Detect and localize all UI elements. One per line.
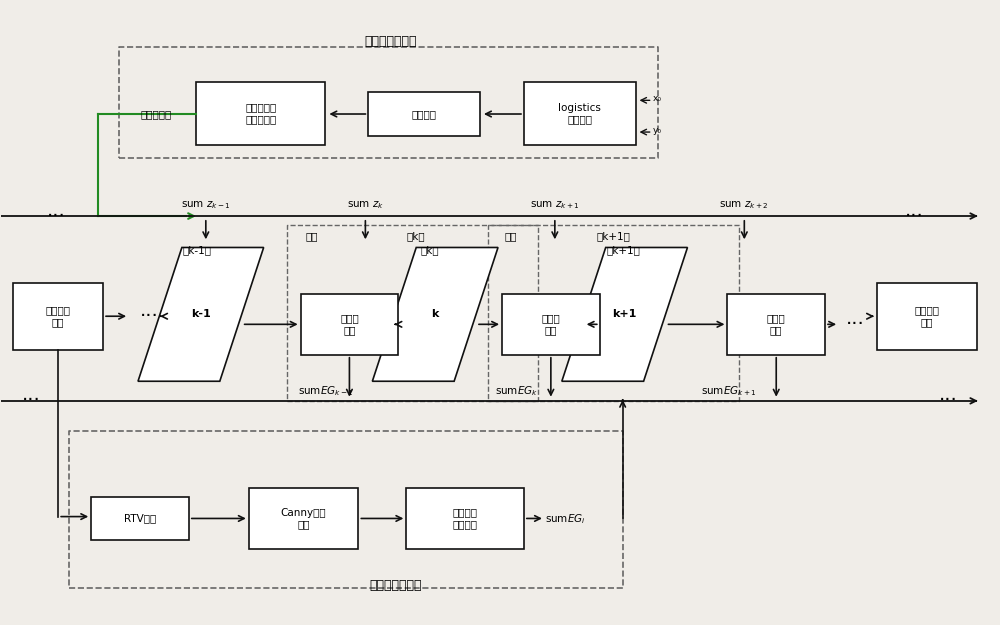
Text: 加密: 加密 — [306, 231, 318, 241]
Polygon shape — [138, 248, 264, 381]
Text: 特征值提取模块: 特征值提取模块 — [369, 579, 422, 591]
Bar — [727, 294, 825, 355]
Text: ···: ··· — [47, 206, 66, 226]
Text: sum $z_{k+1}$: sum $z_{k+1}$ — [530, 199, 580, 211]
Text: 第k+1帧: 第k+1帧 — [607, 245, 641, 255]
Bar — [368, 92, 480, 136]
Text: k: k — [431, 309, 439, 319]
Text: sum$EG_{k+1}$: sum$EG_{k+1}$ — [701, 384, 757, 398]
Text: k-1: k-1 — [191, 309, 211, 319]
Bar — [502, 294, 600, 355]
Text: 输出密钥流: 输出密钥流 — [140, 109, 172, 119]
Bar — [524, 82, 636, 144]
Text: logistics
混沌系统: logistics 混沌系统 — [558, 102, 601, 124]
Bar — [877, 282, 977, 350]
Bar — [13, 282, 103, 350]
Text: 超混沌
系统: 超混沌 系统 — [541, 314, 560, 335]
Text: sum$EG_i$: sum$EG_i$ — [545, 512, 586, 526]
Text: ···: ··· — [22, 391, 41, 411]
Text: 加密: 加密 — [505, 231, 517, 241]
Polygon shape — [372, 248, 498, 381]
Bar — [301, 294, 398, 355]
Polygon shape — [562, 248, 687, 381]
Text: sum $z_k$: sum $z_k$ — [347, 199, 384, 211]
Text: sum $z_{k+2}$: sum $z_{k+2}$ — [719, 199, 769, 211]
Text: k+1: k+1 — [612, 309, 637, 319]
Text: 加密视频
输出: 加密视频 输出 — [914, 306, 939, 327]
Bar — [196, 82, 325, 144]
Text: 密钥流产生模块: 密钥流产生模块 — [364, 36, 417, 48]
Text: RTV平滑: RTV平滑 — [124, 514, 156, 524]
Text: sum$EG_{k-1}$: sum$EG_{k-1}$ — [298, 384, 353, 398]
Text: ···: ··· — [904, 206, 923, 226]
Text: 第k帧: 第k帧 — [421, 245, 440, 255]
Text: 超混沌
系统: 超混沌 系统 — [767, 314, 786, 335]
Text: 分别截取有
效位并求和: 分别截取有 效位并求和 — [245, 102, 276, 124]
Text: Canny边缘
检测: Canny边缘 检测 — [281, 508, 326, 529]
Bar — [249, 488, 358, 549]
Text: 第k+1帧: 第k+1帧 — [597, 231, 631, 241]
Text: y₀: y₀ — [653, 126, 662, 135]
Text: sum $z_{k-1}$: sum $z_{k-1}$ — [181, 199, 231, 211]
Text: ···: ··· — [846, 315, 864, 334]
Text: x₀: x₀ — [653, 94, 662, 103]
Text: ···: ··· — [939, 391, 958, 411]
Text: 边缘特征
阵列求和: 边缘特征 阵列求和 — [453, 508, 478, 529]
Bar — [91, 498, 189, 539]
Text: ···: ··· — [140, 307, 158, 326]
Text: 超混沌
系统: 超混沌 系统 — [340, 314, 359, 335]
Text: 第k帧: 第k帧 — [407, 231, 426, 241]
Bar — [406, 488, 524, 549]
Text: 原始视频
输入: 原始视频 输入 — [46, 306, 71, 327]
Text: 序列采样: 序列采样 — [412, 109, 437, 119]
Text: 第k-1帧: 第k-1帧 — [182, 245, 211, 255]
Text: sum$EG_k$: sum$EG_k$ — [495, 384, 539, 398]
